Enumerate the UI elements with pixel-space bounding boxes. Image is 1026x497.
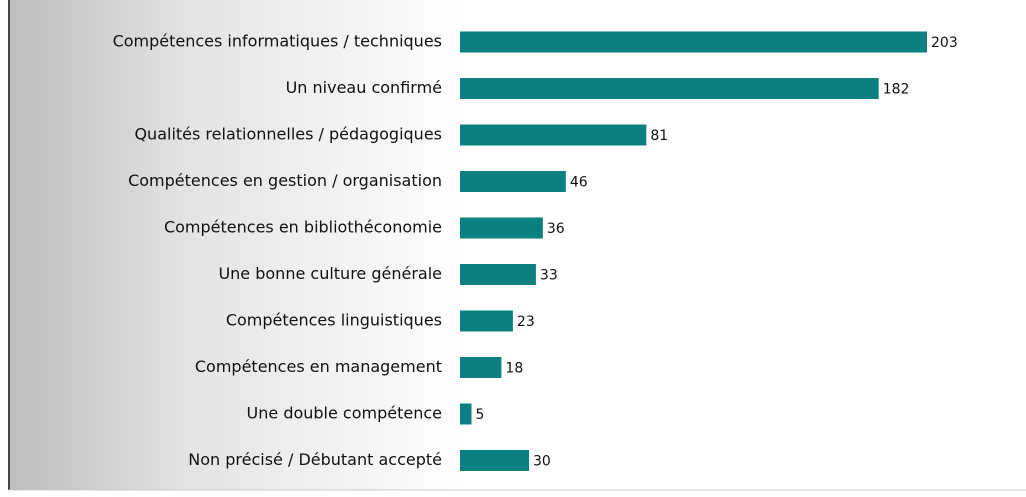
value-label: 81 bbox=[650, 128, 668, 144]
category-label: Une double compétence bbox=[247, 404, 442, 423]
bar bbox=[460, 31, 927, 53]
category-label: Un niveau confirmé bbox=[286, 78, 442, 97]
bar bbox=[460, 403, 472, 425]
category-label: Non précisé / Débutant accepté bbox=[188, 450, 442, 469]
category-label: Une bonne culture générale bbox=[218, 264, 442, 283]
value-label: 30 bbox=[533, 454, 551, 470]
bar bbox=[460, 171, 566, 192]
value-label: 23 bbox=[517, 314, 535, 330]
category-label: Compétences en bibliothéconomie bbox=[164, 218, 442, 237]
value-label: 18 bbox=[505, 361, 523, 377]
value-label: 36 bbox=[547, 221, 565, 237]
value-label: 203 bbox=[931, 35, 958, 51]
category-label: Compétences en gestion / organisation bbox=[128, 171, 442, 190]
category-label: Compétences informatiques / techniques bbox=[113, 32, 442, 51]
value-label: 182 bbox=[883, 82, 910, 98]
bar bbox=[460, 78, 879, 99]
plot-bg bbox=[9, 0, 1026, 490]
value-label: 5 bbox=[476, 407, 485, 423]
category-label: Compétences linguistiques bbox=[226, 311, 442, 330]
bar bbox=[460, 124, 647, 146]
category-label: Compétences en management bbox=[195, 357, 442, 376]
value-label: 33 bbox=[540, 268, 558, 284]
bar bbox=[460, 357, 502, 378]
bar bbox=[460, 264, 536, 285]
bar bbox=[460, 450, 530, 471]
bar bbox=[460, 310, 513, 332]
value-label: 46 bbox=[570, 175, 588, 191]
bar bbox=[460, 217, 543, 239]
category-label: Qualités relationnelles / pédagogiques bbox=[134, 125, 442, 144]
